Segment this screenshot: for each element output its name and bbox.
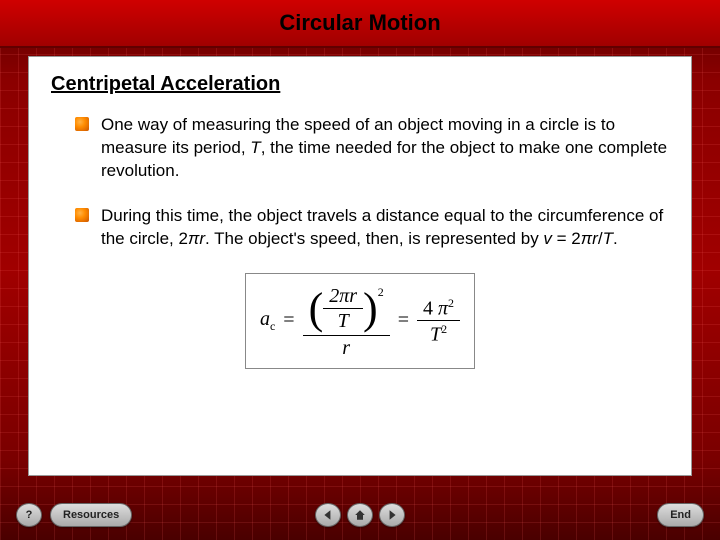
resources-button[interactable]: Resources (50, 503, 132, 527)
end-button[interactable]: End (657, 503, 704, 527)
section-title: Centripetal Acceleration (51, 73, 669, 96)
formula-mid-den: r (336, 336, 356, 360)
formula-container: ac = ( 2πr T ) 2 r (51, 273, 669, 369)
next-button[interactable] (379, 503, 405, 527)
equals-sign: = (283, 309, 294, 332)
resources-label: Resources (63, 509, 119, 521)
title-bar: Circular Motion (0, 0, 720, 48)
formula-mid-top-den: T (332, 309, 355, 333)
bullet-item: During this time, the object travels a d… (51, 205, 669, 251)
formula-rhs-pi-exp: 2 (448, 296, 454, 310)
formula-rhs-den-base: T (430, 324, 441, 346)
nav-left-group: ? Resources (16, 503, 132, 527)
bullet-icon (75, 117, 89, 131)
formula-mid-fraction: ( 2πr T ) 2 r (303, 282, 390, 360)
help-button[interactable]: ? (16, 503, 42, 527)
next-icon (386, 509, 398, 521)
bullet-icon (75, 208, 89, 222)
formula-lhs-base: a (260, 308, 270, 330)
formula-mid-top-num: 2πr (323, 284, 363, 309)
home-icon (354, 509, 366, 521)
content-panel: Centripetal Acceleration One way of meas… (28, 56, 692, 476)
prev-icon (322, 509, 334, 521)
bullet-text: One way of measuring the speed of an obj… (101, 114, 669, 183)
centripetal-formula: ac = ( 2πr T ) 2 r (245, 273, 475, 369)
slide-container: Circular Motion Centripetal Acceleration… (0, 0, 720, 540)
slide-title: Circular Motion (279, 10, 440, 36)
end-label: End (670, 509, 691, 521)
formula-mid-exp: 2 (378, 286, 384, 298)
nav-center-group (315, 503, 405, 527)
prev-button[interactable] (315, 503, 341, 527)
help-icon: ? (26, 509, 33, 521)
equals-sign: = (398, 309, 409, 332)
home-button[interactable] (347, 503, 373, 527)
formula-rhs-coeff: 4 (423, 297, 433, 319)
formula-lhs-sub: c (270, 319, 275, 333)
nav-bar: ? Resources End (16, 500, 704, 530)
bullet-text: During this time, the object travels a d… (101, 205, 669, 251)
formula-rhs-den-exp: 2 (441, 322, 447, 336)
formula-rhs-fraction: 4 π2 T2 (417, 295, 460, 347)
formula-rhs-pi: π (438, 297, 448, 319)
bullet-item: One way of measuring the speed of an obj… (51, 114, 669, 183)
